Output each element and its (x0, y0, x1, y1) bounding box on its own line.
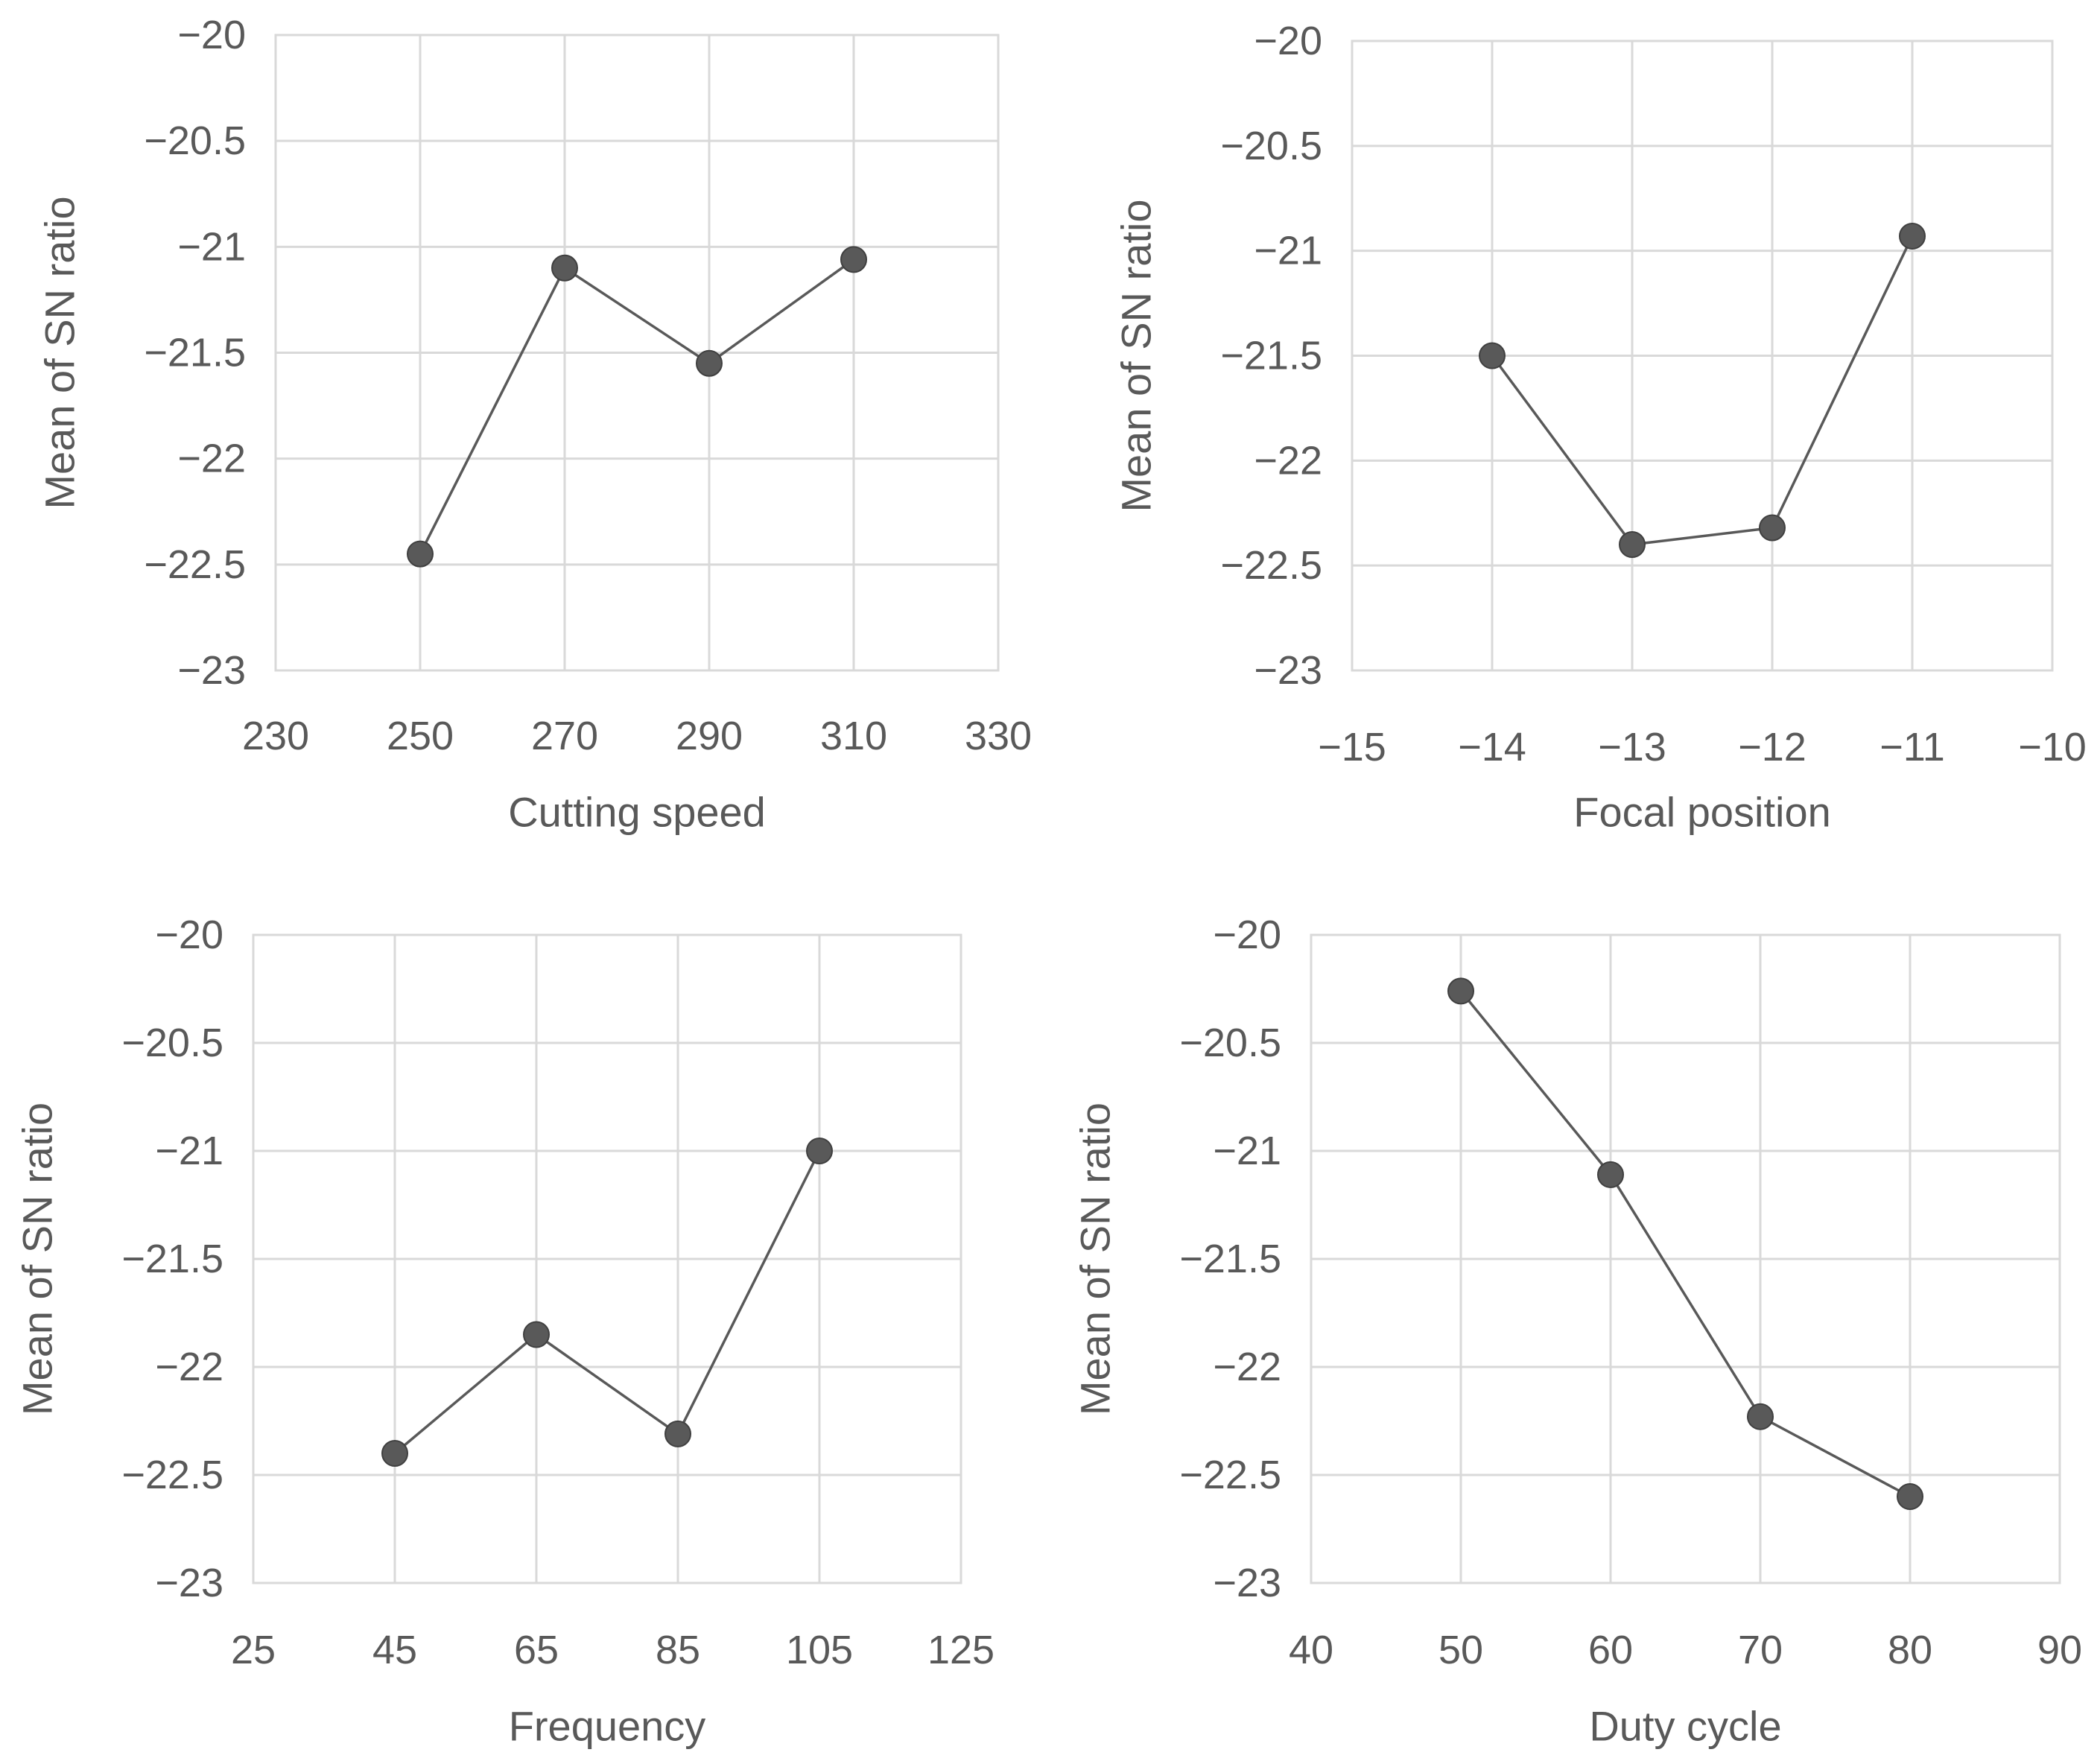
x-tick-label: −13 (1598, 725, 1666, 770)
x-tick-label: 80 (1888, 1628, 1932, 1672)
y-tick-label: −21 (1254, 229, 1322, 273)
x-tick-label: 250 (387, 714, 454, 758)
y-tick-label: −20.5 (144, 118, 246, 163)
x-tick-label: −14 (1458, 725, 1526, 770)
x-tick-label: 45 (372, 1628, 417, 1672)
y-tick-label: −22 (1254, 438, 1322, 483)
y-tick-label: −22 (177, 437, 246, 481)
plot-area-frame (274, 34, 1000, 672)
x-tick-label: 60 (1588, 1628, 1633, 1672)
data-point (1747, 1403, 1774, 1430)
plot-area-frame (252, 933, 962, 1584)
y-tick-label: −21 (1213, 1129, 1281, 1173)
x-tick-label: −12 (1738, 725, 1806, 770)
x-tick-label: 85 (656, 1628, 700, 1672)
x-tick-label: 70 (1738, 1628, 1783, 1672)
data-point (1447, 977, 1474, 1005)
y-axis-title: Mean of SN ratio (14, 1102, 61, 1415)
x-tick-label: −11 (1879, 725, 1945, 770)
data-point (551, 254, 578, 282)
y-tick-label: −23 (1213, 1561, 1281, 1605)
y-tick-label: −21 (155, 1129, 223, 1173)
x-tick-label: 40 (1289, 1628, 1333, 1672)
x-tick-label: 310 (820, 714, 887, 758)
y-tick-label: −21.5 (121, 1237, 223, 1281)
data-point (664, 1420, 691, 1447)
data-point (407, 540, 434, 568)
data-point (1619, 531, 1646, 558)
y-tick-label: −23 (155, 1561, 223, 1605)
plot-area-frame (1310, 933, 2061, 1584)
data-point (840, 246, 867, 273)
y-tick-label: −20.5 (121, 1021, 223, 1065)
y-tick-label: −20 (155, 913, 223, 957)
data-point (1759, 514, 1786, 542)
x-tick-label: 105 (786, 1628, 853, 1672)
x-tick-label: 50 (1438, 1628, 1483, 1672)
y-tick-label: −22.5 (1220, 543, 1322, 588)
x-axis-title: Focal position (1573, 789, 1831, 836)
data-point (1597, 1161, 1624, 1188)
x-axis-title: Duty cycle (1589, 1703, 1781, 1750)
y-tick-label: −22.5 (121, 1453, 223, 1497)
y-axis-title: Mean of SN ratio (1113, 199, 1160, 512)
data-point (523, 1321, 550, 1348)
y-tick-label: −22 (1213, 1345, 1281, 1389)
y-tick-label: −21 (177, 224, 246, 269)
series-line (419, 258, 855, 555)
plot-area-frame (1351, 39, 2054, 672)
y-tick-label: −21.5 (1179, 1237, 1281, 1281)
series-line (1491, 235, 1914, 546)
x-tick-label: −15 (1318, 725, 1386, 770)
x-tick-label: 290 (676, 714, 743, 758)
y-tick-label: −21.5 (144, 331, 246, 375)
data-point (1479, 342, 1506, 369)
x-tick-label: 65 (514, 1628, 559, 1672)
y-tick-label: −20 (1254, 19, 1322, 63)
chart-panel-focal-position: −20 −20.5 −21 −21.5 −22 −22.5 −23 −15 −14 −13 −12 −… (1113, 19, 2087, 836)
y-axis-title: Mean of SN ratio (37, 196, 83, 509)
x-tick-label: 125 (927, 1628, 995, 1672)
x-tick-label: 230 (242, 714, 309, 758)
y-tick-label: −22.5 (1179, 1453, 1281, 1497)
y-tick-label: −20 (1213, 913, 1281, 957)
data-point (1899, 222, 1926, 250)
series-line (1459, 990, 1911, 1498)
x-axis-title: Cutting speed (508, 789, 766, 836)
y-tick-label: −23 (1254, 648, 1322, 693)
x-tick-label: 25 (231, 1628, 276, 1672)
x-axis-title: Frequency (509, 1703, 706, 1750)
y-tick-label: −22 (155, 1345, 223, 1389)
x-tick-label: 330 (965, 714, 1032, 758)
data-point (696, 349, 723, 377)
series-line (393, 1150, 821, 1455)
data-point (1897, 1483, 1923, 1510)
y-tick-label: −21.5 (1220, 334, 1322, 378)
y-tick-label: −22.5 (144, 542, 246, 587)
y-tick-label: −20.5 (1220, 124, 1322, 168)
chart-panel-cutting-speed: −20 −20.5 −21 −21.5 −22 −22.5 −23 230 250 270 290 3… (37, 13, 1032, 836)
y-axis-title: Mean of SN ratio (1072, 1102, 1119, 1415)
x-tick-label: 270 (531, 714, 598, 758)
y-tick-label: −20 (177, 13, 246, 57)
y-tick-label: −20.5 (1179, 1021, 1281, 1065)
x-tick-label: 90 (2037, 1628, 2082, 1672)
data-point (806, 1138, 833, 1164)
y-tick-label: −23 (177, 648, 246, 693)
data-point (381, 1440, 408, 1467)
x-tick-label: −10 (2018, 725, 2087, 770)
